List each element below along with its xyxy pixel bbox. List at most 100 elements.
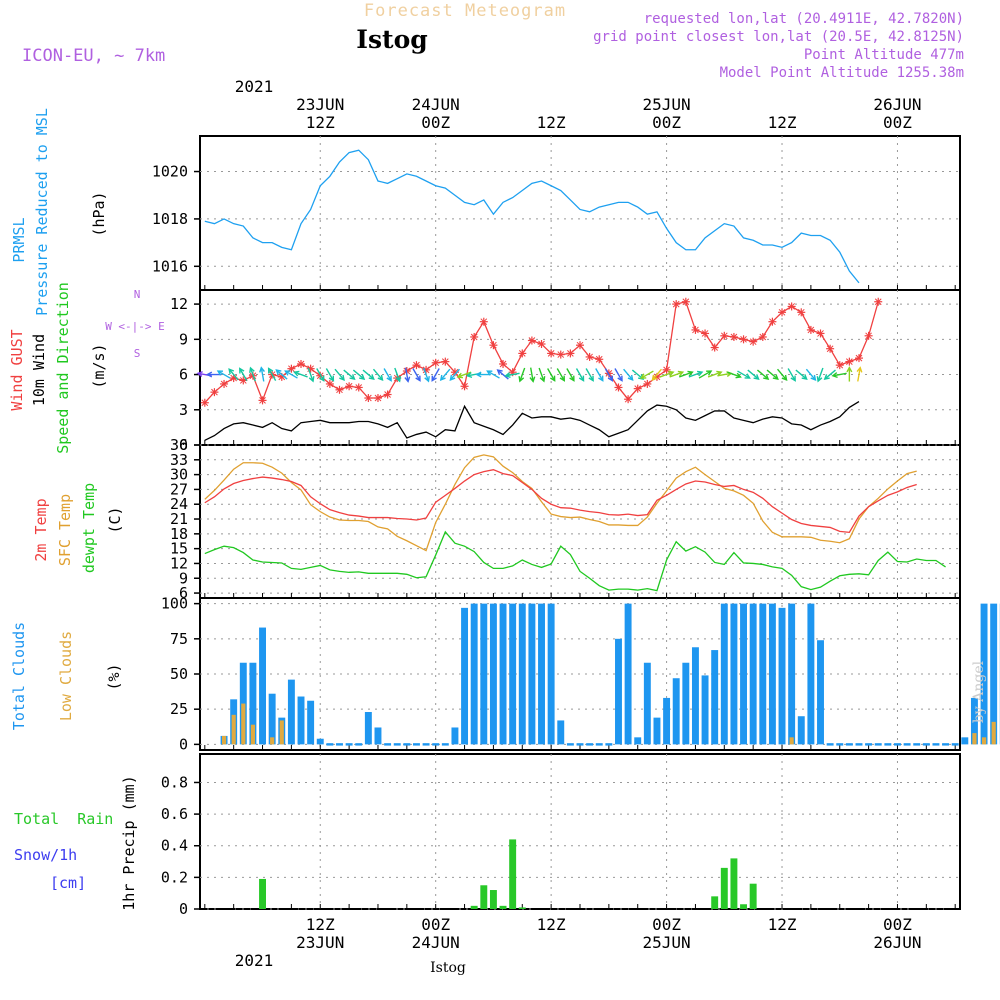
wind-gust-line-marker bbox=[258, 396, 267, 405]
total-cloud-bar bbox=[691, 647, 699, 745]
y-tick-label: 0 bbox=[179, 900, 188, 918]
top-hour-label: 00Z bbox=[883, 113, 912, 132]
total-cloud-bar bbox=[259, 627, 266, 745]
total-cloud-bar bbox=[768, 603, 776, 745]
y-tick-label: 12 bbox=[170, 554, 188, 572]
wind-gust-line-marker bbox=[672, 300, 681, 309]
pressure-line bbox=[204, 149, 860, 284]
wind-direction-arrow bbox=[275, 369, 288, 380]
total-cloud-bar bbox=[557, 720, 565, 745]
wind-direction-arrow bbox=[456, 371, 472, 379]
wind-direction-arrow bbox=[707, 370, 723, 378]
y-tick-label: 1020 bbox=[152, 163, 188, 181]
wind-gust-line-marker bbox=[556, 350, 565, 359]
total-cloud-bar bbox=[374, 727, 382, 745]
dewpt-label: dewpt Temp bbox=[80, 483, 98, 573]
bottom-hour-label: 12Z bbox=[768, 915, 797, 934]
location-title: Istog bbox=[356, 25, 427, 54]
total-cloud-bar bbox=[913, 743, 921, 746]
total-cloud-bar bbox=[576, 743, 584, 746]
prmsl-label: PRMSL bbox=[10, 217, 28, 262]
rain-bar bbox=[720, 867, 728, 909]
total-cloud-bar bbox=[287, 679, 295, 745]
total-cloud-bar bbox=[364, 712, 372, 745]
total-cloud-bar bbox=[730, 603, 738, 745]
wind-gust-line-marker bbox=[547, 349, 556, 358]
author-credit: by Angel bbox=[971, 660, 987, 723]
wind-direction-arrow bbox=[249, 366, 256, 382]
wind-direction-arrow bbox=[651, 368, 662, 382]
total-cloud-bar bbox=[942, 743, 950, 746]
total-cloud-bar bbox=[393, 743, 401, 746]
total-cloud-bar bbox=[538, 603, 545, 745]
wind-gust-line-marker bbox=[739, 335, 748, 344]
total-cloud-bar bbox=[653, 717, 661, 745]
y-tick-label: 18 bbox=[170, 525, 188, 543]
wind-labels: Wind GUST 10m Wind Speed and Direction (… bbox=[8, 282, 165, 454]
wind-direction-arrow bbox=[538, 367, 546, 383]
top-hour-label: 00Z bbox=[652, 113, 681, 132]
y-tick-label: 1016 bbox=[152, 257, 188, 275]
low-cloud-bar bbox=[991, 721, 996, 745]
low-clouds-label: Low Clouds bbox=[57, 631, 75, 721]
wind-direction-arrow bbox=[595, 368, 604, 382]
sfc-temp-line bbox=[204, 454, 917, 552]
wind-direction-arrow bbox=[831, 372, 847, 379]
wind-direction-arrow bbox=[284, 370, 298, 379]
wind-gust-line-marker bbox=[854, 354, 863, 363]
top-year-label: 2021 bbox=[235, 77, 274, 96]
y-tick-label: 0.2 bbox=[161, 868, 188, 886]
compass-north: N bbox=[134, 288, 141, 301]
wind-gust-line-marker bbox=[325, 379, 334, 388]
total-cloud-bar bbox=[845, 743, 853, 746]
total-cloud-bar bbox=[586, 743, 594, 746]
wind-direction-arrow bbox=[585, 368, 594, 382]
wind-gust-line-marker bbox=[431, 358, 440, 367]
precip-labels: Total Rain Snow/1h [cm] 1hr Precip (mm) bbox=[14, 775, 138, 910]
total-cloud-bar bbox=[720, 603, 728, 745]
wind-gust-line-marker bbox=[537, 340, 546, 349]
total-cloud-bar bbox=[345, 743, 353, 746]
y-tick-label: 0 bbox=[179, 735, 188, 753]
wind-direction-arrow bbox=[518, 367, 526, 383]
low-cloud-bar bbox=[972, 733, 977, 745]
wind-gust-line-marker bbox=[778, 308, 787, 317]
compass-west-east: W <-|-> E bbox=[105, 320, 165, 333]
wind-direction-arrow bbox=[216, 370, 231, 379]
wind-gust-line-marker bbox=[373, 394, 382, 403]
wind-gust-line-marker bbox=[835, 361, 844, 370]
pressure-frame bbox=[199, 135, 961, 291]
total-cloud-bar bbox=[903, 743, 911, 746]
total-cloud-bar bbox=[788, 603, 796, 745]
wind-direction-arrow bbox=[614, 368, 623, 382]
wind-direction-arrow bbox=[352, 369, 366, 380]
bottom-hour-label: 00Z bbox=[883, 915, 912, 934]
precip-panel: 0 0.2 0.4 0.6 0.8 bbox=[161, 753, 961, 918]
wind-gust-line-marker bbox=[816, 329, 825, 338]
wind-direction-arrow bbox=[383, 368, 392, 382]
wind-10m-label: 10m Wind bbox=[30, 334, 48, 406]
wind-gust-line-marker bbox=[479, 317, 488, 326]
wind-direction-arrow bbox=[566, 368, 575, 382]
y-tick-label: 21 bbox=[170, 510, 188, 528]
wind-gust-line-marker bbox=[691, 325, 700, 334]
wind-direction-arrow bbox=[547, 368, 556, 382]
rain-bar bbox=[509, 839, 517, 909]
top-date-label: 25JUN bbox=[642, 95, 690, 114]
wind-direction-arrow bbox=[475, 371, 491, 378]
total-clouds-label: Total Clouds bbox=[10, 622, 28, 730]
wind-gust-line-marker bbox=[662, 365, 671, 374]
wind-gust-line-marker bbox=[826, 344, 835, 353]
wind-gust-line-marker bbox=[335, 385, 344, 394]
wind-direction-arrow bbox=[259, 366, 265, 382]
wind-gust-line bbox=[204, 300, 879, 404]
wind-gust-line-marker bbox=[441, 357, 450, 366]
total-cloud-bar bbox=[615, 638, 622, 745]
y-tick-label: 0.4 bbox=[161, 837, 188, 855]
y-tick-label: 36 bbox=[170, 436, 188, 454]
total-cloud-bar bbox=[412, 743, 420, 746]
